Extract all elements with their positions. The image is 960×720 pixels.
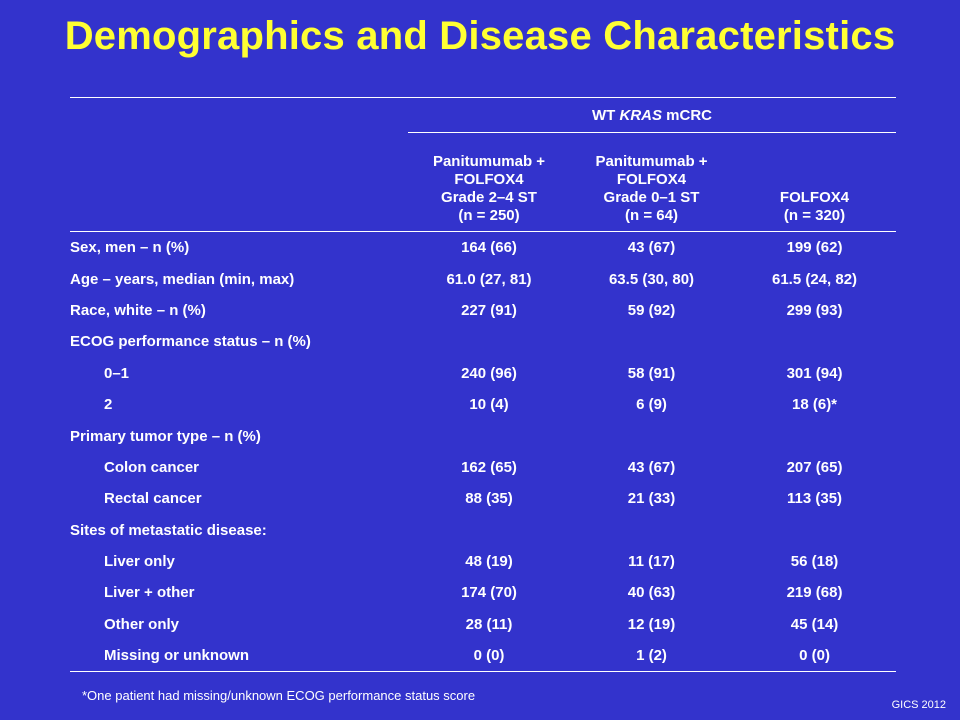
- cell-value: 207 (65): [786, 458, 843, 476]
- empty-label-header: [70, 132, 408, 232]
- section-label: ECOG performance status – n (%): [70, 333, 311, 351]
- section-label: Sites of metastatic disease:: [70, 521, 267, 539]
- demographics-table: WT KRAS mCRC Panitumumab + FOLFOX4 Grade…: [70, 97, 897, 673]
- cell-value: 61.5 (24, 82): [771, 270, 858, 288]
- cell-value: 61.0 (27, 81): [446, 270, 532, 288]
- cell-value: 1 (2): [570, 640, 733, 673]
- table-row: Liver + other 174 (70) 40 (63) 219 (68): [70, 577, 896, 608]
- cell-value: 59 (92): [627, 301, 676, 319]
- cell-value: 40 (63): [627, 584, 676, 602]
- cell-value: 43 (67): [627, 458, 676, 476]
- row-label: 2: [104, 396, 113, 414]
- cell-value: [733, 420, 896, 451]
- row-label: Sex, men – n (%): [70, 239, 190, 257]
- table-row: 0–1 240 (96) 58 (91) 301 (94): [70, 358, 896, 389]
- row-label: Liver + other: [104, 584, 195, 602]
- group-label-italic: KRAS: [619, 106, 663, 124]
- cell-value: 164 (66): [461, 239, 517, 257]
- cell-value: 11 (17): [628, 553, 675, 571]
- cell-value: 10 (4): [469, 396, 509, 414]
- table-footnote: *One patient had missing/unknown ECOG pe…: [82, 688, 476, 703]
- row-label: Colon cancer: [104, 458, 200, 476]
- table-column-header-row: Panitumumab + FOLFOX4 Grade 2–4 ST (n = …: [70, 132, 897, 232]
- cell-value: 43 (67): [627, 239, 676, 257]
- table-group-header-row: WT KRAS mCRC: [70, 97, 897, 133]
- cell-value: 301 (94): [786, 364, 843, 382]
- table-row: Age – years, median (min, max) 61.0 (27,…: [70, 263, 896, 294]
- column-header-grade-0-1: Panitumumab + FOLFOX4 Grade 0–1 ST (n = …: [570, 132, 733, 232]
- table-row: 2 10 (4) 6 (9) 18 (6)*: [70, 389, 896, 420]
- empty-corner-cell: [70, 97, 408, 133]
- table-row: Missing or unknown 0 (0) 1 (2) 0 (0): [70, 640, 897, 673]
- row-label: Liver only: [104, 553, 175, 571]
- table-row: Race, white – n (%) 227 (91) 59 (92) 299…: [70, 295, 896, 326]
- column-header-folfox4: FOLFOX4 (n = 320): [733, 132, 897, 232]
- cell-value: 219 (68): [786, 584, 843, 602]
- cell-value: 227 (91): [461, 301, 517, 319]
- cell-value: 56 (18): [790, 553, 839, 571]
- cell-value: 45 (14): [790, 615, 839, 633]
- group-header-wt-kras: WT KRAS mCRC: [408, 97, 897, 133]
- table-section-row: ECOG performance status – n (%): [70, 326, 896, 357]
- cell-value: 113 (35): [786, 490, 843, 508]
- row-label: Age – years, median (min, max): [70, 270, 295, 288]
- table-row: Sex, men – n (%) 164 (66) 43 (67) 199 (6…: [70, 232, 896, 264]
- column-header-grade-2-4: Panitumumab + FOLFOX4 Grade 2–4 ST (n = …: [408, 132, 570, 232]
- column-header-line: Panitumumab +: [595, 153, 708, 170]
- cell-value: 174 (70): [461, 584, 517, 602]
- table-section-row: Sites of metastatic disease:: [70, 515, 896, 546]
- cell-value: 199 (62): [786, 239, 843, 257]
- cell-value: [408, 515, 570, 546]
- cell-value: [570, 326, 733, 357]
- cell-value: 63.5 (30, 80): [608, 270, 695, 288]
- row-label: Race, white – n (%): [70, 301, 206, 319]
- column-header-line: Panitumumab +: [432, 153, 546, 170]
- cell-value: 0 (0): [408, 640, 570, 673]
- column-header-line: Grade 0–1 ST: [603, 189, 700, 206]
- cell-value: 48 (19): [465, 553, 513, 571]
- column-header-line: FOLFOX4: [616, 171, 687, 188]
- group-label-prefix: WT: [592, 106, 620, 124]
- row-label: Missing or unknown: [70, 640, 408, 673]
- cell-value: 240 (96): [461, 364, 517, 382]
- source-tag: GICS 2012: [891, 699, 946, 711]
- cell-value: [570, 515, 733, 546]
- cell-value: 58 (91): [627, 364, 676, 382]
- section-label: Primary tumor type – n (%): [70, 427, 261, 445]
- cell-value: 88 (35): [465, 490, 513, 508]
- cell-value: 21 (33): [627, 490, 676, 508]
- row-label: Other only: [104, 615, 180, 633]
- table-section-row: Primary tumor type – n (%): [70, 420, 896, 451]
- row-label: Rectal cancer: [104, 490, 202, 508]
- cell-value: [733, 515, 896, 546]
- group-label-suffix: mCRC: [662, 106, 713, 124]
- column-header-line: (n = 320): [783, 207, 846, 224]
- cell-value: 162 (65): [461, 458, 517, 476]
- cell-value: 18 (6)*: [792, 396, 838, 414]
- cell-value: 299 (93): [786, 301, 843, 319]
- row-label: 0–1: [104, 364, 130, 382]
- cell-value: [733, 326, 896, 357]
- table-row: Rectal cancer 88 (35) 21 (33) 113 (35): [70, 483, 896, 514]
- column-header-line: FOLFOX4: [779, 189, 850, 206]
- column-header-line: (n = 64): [625, 207, 678, 224]
- table-row: Liver only 48 (19) 11 (17) 56 (18): [70, 546, 896, 577]
- cell-value: 6 (9): [636, 396, 667, 414]
- cell-value: [408, 420, 570, 451]
- cell-value: [408, 326, 570, 357]
- table-row: Other only 28 (11) 12 (19) 45 (14): [70, 609, 896, 640]
- cell-value: 12 (19): [627, 615, 676, 633]
- table-row: Colon cancer 162 (65) 43 (67) 207 (65): [70, 452, 896, 483]
- cell-value: [570, 420, 733, 451]
- column-header-line: FOLFOX4: [454, 171, 524, 188]
- slide-title: Demographics and Disease Characteristics: [64, 14, 896, 58]
- cell-value: 28 (11): [465, 615, 513, 633]
- column-header-line: (n = 250): [458, 207, 520, 224]
- column-header-line: Grade 2–4 ST: [441, 189, 537, 206]
- cell-value: 0 (0): [733, 640, 897, 673]
